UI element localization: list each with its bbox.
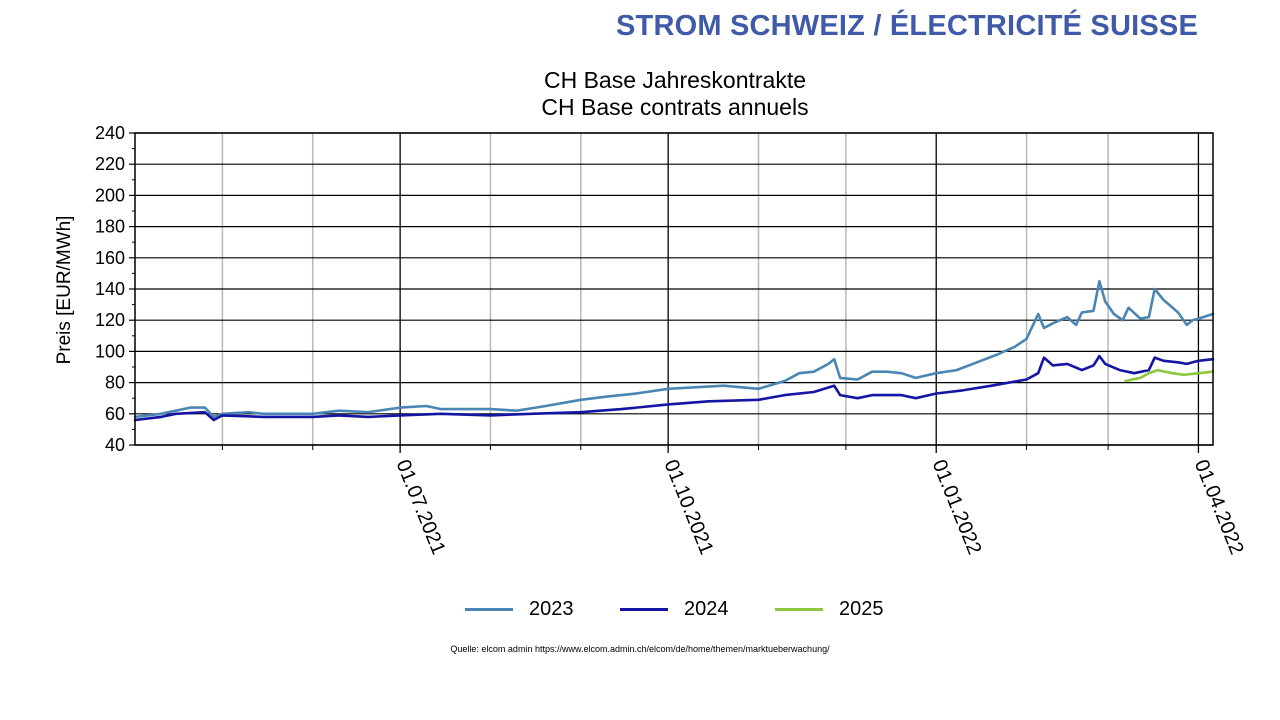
legend-item-2025: 2025 [775, 598, 930, 621]
legend-swatch-2023 [465, 608, 513, 611]
legend-label-2025: 2025 [839, 598, 884, 620]
y-axis-label: Preis [EUR/MWh] [54, 216, 75, 365]
legend-item-2024: 2024 [620, 598, 775, 621]
chart-legend: 2023 2024 2025 [465, 598, 930, 621]
source-note: Quelle: elcom admin https://www.elcom.ad… [450, 644, 830, 654]
y-tick-label-9: 220 [95, 154, 125, 174]
y-tick-label-8: 200 [95, 185, 125, 205]
y-tick-label-0: 40 [105, 435, 125, 455]
x-tick-label-0: 01.07.2021 [391, 457, 449, 558]
series-line-2023 [133, 279, 1215, 419]
legend-label-2023: 2023 [529, 598, 574, 620]
y-tick-label-1: 60 [105, 404, 125, 424]
chart-title-line-1: CH Base Jahreskontrakte [543, 67, 807, 93]
series-line-2024 [133, 354, 1215, 422]
axis-layer: 40 60 80 100 120 140 160 180 200 220 240 01.07.2021… [95, 123, 1248, 558]
series-layer [133, 279, 1215, 422]
x-tick-label-3: 01.04.2022 [1190, 457, 1248, 558]
y-tick-label-7: 180 [95, 217, 125, 237]
page-header-title: STROM SCHWEIZ / ÉLECTRICITÉ SUISSE [616, 10, 1198, 42]
price-line-chart: 40 60 80 100 120 140 160 180 200 220 240 01.07.2021… [54, 123, 1248, 558]
chart-title: CH Base Jahreskontrakte CH Base contrats… [420, 67, 930, 121]
y-tick-label-4: 120 [95, 310, 125, 330]
legend-label-2024: 2024 [684, 598, 729, 620]
legend-swatch-2024 [620, 608, 668, 611]
legend-item-2023: 2023 [465, 598, 620, 621]
y-tick-label-3: 100 [95, 341, 125, 361]
chart-title-line-2: CH Base contrats annuels [541, 94, 809, 120]
series-line-2025 [1124, 368, 1215, 383]
grid-layer [135, 132, 1213, 446]
y-tick-label-5: 140 [95, 279, 125, 299]
x-tick-label-2: 01.01.2022 [928, 457, 986, 558]
legend-swatch-2025 [775, 608, 823, 611]
y-tick-label-2: 80 [105, 373, 125, 393]
y-tick-label-6: 160 [95, 248, 125, 268]
y-tick-label-10: 240 [95, 123, 125, 143]
x-tick-label-1: 01.10.2021 [660, 457, 718, 558]
